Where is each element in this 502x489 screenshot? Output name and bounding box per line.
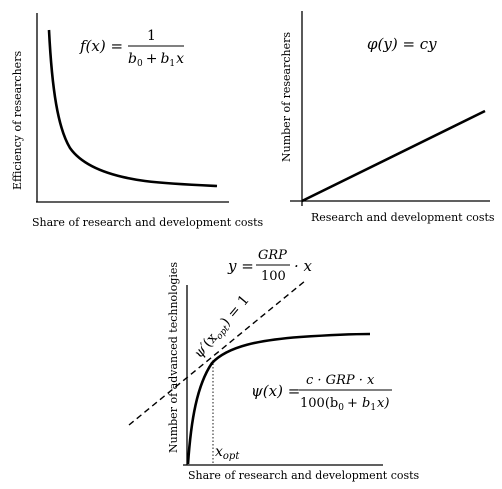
- left-formula-lhs: f(x) =: [79, 37, 123, 55]
- bottom-y-axis-label: Number of advanced technologies: [167, 262, 180, 453]
- bottom-psi-curve: [186, 332, 371, 465]
- bottom-line-formula-numerator: GRP: [258, 248, 287, 263]
- bottom-line-formula: y = GRP 100 · x: [227, 248, 313, 284]
- right-y-axis-label: Number of researchers: [280, 32, 293, 162]
- bottom-line-formula-rhs: · x: [294, 257, 313, 275]
- bottom-psi-formula-numerator: c · GRP · x: [306, 373, 375, 388]
- left-x-axis-label: Share of research and development costs: [32, 216, 264, 229]
- bottom-line-formula-lhs: y =: [227, 257, 254, 275]
- bottom-psi-formula-denominator: 100(b0 + b1x): [300, 396, 389, 413]
- panel-right: Number of researchers Research and devel…: [280, 11, 495, 224]
- left-formula-numerator: 1: [147, 28, 156, 44]
- bottom-psi-formula: ψ(x) = c · GRP · x 100(b0 + b1x): [251, 373, 392, 413]
- left-formula: f(x) = 1 b0 + b1x: [79, 28, 184, 69]
- right-formula: φ(y) = cy: [367, 35, 437, 53]
- bottom-tangent-label: ψ′(xopt) = 1: [191, 292, 254, 363]
- panel-bottom: Number of advanced technologies Share of…: [128, 248, 420, 482]
- bottom-tangent-dashed-line: [128, 280, 306, 426]
- bottom-line-formula-denominator: 100: [261, 269, 286, 284]
- bottom-xopt-label: xopt: [215, 444, 240, 462]
- right-linear-line: [301, 109, 486, 203]
- left-formula-b0: b0 + b1x: [128, 51, 184, 69]
- panel-left: Efficiency of researchers Share of resea…: [11, 13, 264, 229]
- left-y-axis-label: Efficiency of researchers: [11, 51, 24, 190]
- bottom-psi-formula-lhs: ψ(x) =: [251, 382, 300, 400]
- left-hyperbola-curve: [47, 29, 218, 188]
- bottom-x-axis-label: Share of research and development costs: [188, 469, 420, 482]
- right-x-axis-label: Research and development costs: [311, 211, 495, 224]
